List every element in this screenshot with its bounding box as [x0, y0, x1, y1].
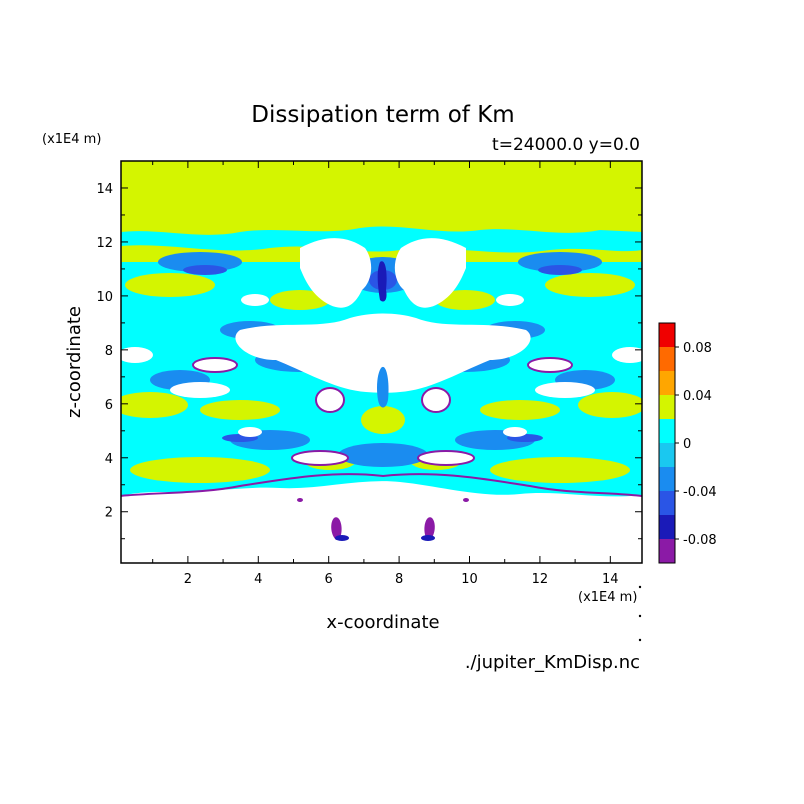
- x-axis: 2 4 6 8 10 12 14: [152, 161, 619, 587]
- colorbar-swatch: [659, 539, 675, 563]
- y-axis-label: z-coordinate: [64, 306, 85, 418]
- central-stem-lower: [377, 366, 389, 408]
- colorbar-swatch: [659, 323, 675, 347]
- y-tick-label: 10: [96, 290, 113, 305]
- holes-white: [121, 238, 642, 465]
- x-tick-label: 4: [254, 572, 262, 587]
- colorbar-swatch: [659, 419, 675, 443]
- colorbar-swatch: [659, 443, 675, 467]
- chart-title: Dissipation term of Km: [251, 102, 514, 128]
- source-file-label: ./jupiter_KmDisp.nc: [465, 652, 640, 673]
- y-tick-label: 2: [105, 506, 113, 521]
- colorbar-swatch: [659, 371, 675, 395]
- marker-dot: [638, 614, 642, 618]
- upper-layer-fill: [121, 161, 642, 239]
- outlines-purple: [121, 357, 642, 497]
- colorbar-tick-label: 0.08: [683, 341, 712, 356]
- y-tick-label: 6: [105, 398, 113, 413]
- x-tick-label: 6: [325, 572, 333, 587]
- x-tick-label: 12: [532, 572, 549, 587]
- marker-dot: [638, 638, 642, 642]
- colorbar-tick-label: -0.08: [683, 533, 717, 548]
- x-tick-label: 14: [602, 572, 619, 587]
- y-tick-label: 4: [105, 452, 113, 467]
- colorbar: 0.08 0.04 0 -0.04 -0.08: [658, 322, 717, 564]
- lower-features: [297, 498, 469, 541]
- colorbar-swatch: [659, 491, 675, 515]
- x-unit-label: (x1E4 m): [578, 590, 637, 605]
- x-tick-label: 10: [461, 572, 478, 587]
- patches-yellow: [121, 273, 642, 483]
- y-unit-label: (x1E4 m): [42, 132, 101, 147]
- x-tick-label: 2: [184, 572, 192, 587]
- colorbar-tick-label: 0.04: [683, 389, 712, 404]
- colorbar-swatch: [659, 467, 675, 491]
- y-tick-label: 14: [96, 182, 113, 197]
- y-tick-label: 12: [96, 236, 113, 251]
- x-tick-label: 8: [395, 572, 403, 587]
- colorbar-swatch: [659, 347, 675, 371]
- plot-frame: [120, 160, 643, 564]
- central-stem: [377, 261, 387, 302]
- field-layer: [121, 161, 642, 541]
- colorbar-swatch: [659, 515, 675, 539]
- y-tick-label: 8: [105, 344, 113, 359]
- y-axis: 2 4 6 8 10 12 14: [96, 182, 642, 540]
- colorbar-tick-label: 0: [683, 437, 691, 452]
- x-axis-label: x-coordinate: [326, 612, 439, 633]
- colorbar-tick-label: -0.04: [683, 485, 717, 500]
- marker-dot: [638, 585, 642, 589]
- chart-subtitle: t=24000.0 y=0.0: [492, 135, 640, 155]
- colorbar-swatch: [659, 395, 675, 419]
